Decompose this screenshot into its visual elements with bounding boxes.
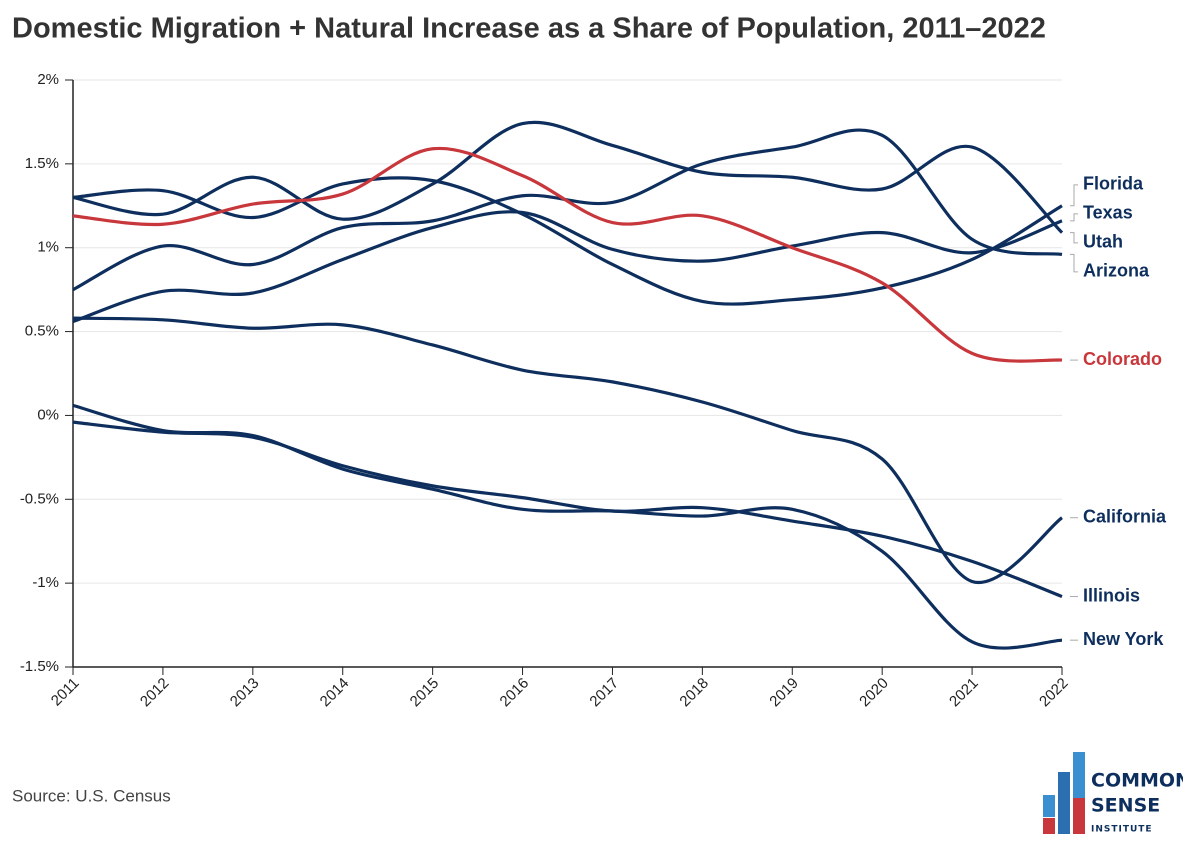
chart-title: Domestic Migration + Natural Increase as… — [12, 13, 1046, 45]
x-tick-label: 2021 — [946, 675, 982, 711]
logo-icon — [1043, 752, 1085, 834]
logo-bar — [1058, 772, 1070, 834]
y-tick-label: -1.5% — [20, 658, 59, 675]
x-tick-label: 2018 — [676, 675, 712, 711]
legend-label: Arizona — [1083, 261, 1150, 281]
x-tick-label: 2013 — [227, 675, 263, 711]
x-tick-label: 2016 — [497, 675, 533, 711]
y-tick-label: 0% — [37, 406, 59, 423]
logo-bar — [1073, 798, 1085, 834]
legend-label: California — [1083, 506, 1167, 526]
x-tick-label: 2015 — [407, 675, 443, 711]
x-tick-label: 2011 — [48, 675, 83, 710]
x-tick-label: 2022 — [1036, 675, 1072, 711]
legend-label: Texas — [1083, 203, 1133, 223]
logo-bar — [1043, 818, 1055, 834]
y-tick-label: 1.5% — [25, 155, 59, 172]
logo-text: INSTITUTE — [1091, 825, 1153, 835]
logo-text: SENSE — [1091, 795, 1160, 817]
x-tick-label: 2017 — [586, 675, 622, 711]
legend-label: Utah — [1083, 232, 1123, 252]
series-line — [72, 120, 1064, 234]
y-tick-label: 0.5% — [25, 323, 59, 340]
series-line — [72, 128, 1063, 292]
series-line — [72, 316, 1063, 585]
legend-label: New York — [1083, 629, 1164, 649]
legend-label: Illinois — [1083, 585, 1140, 605]
series-line — [72, 146, 1063, 363]
x-tick-label: 2019 — [766, 675, 802, 711]
label-connector — [1070, 184, 1078, 207]
logo-bar — [1043, 795, 1055, 817]
x-tick-label: 2014 — [317, 675, 353, 711]
x-tick-label: 2012 — [137, 675, 173, 711]
logo-text: COMMON — [1091, 770, 1183, 792]
series-line — [72, 420, 1063, 599]
y-tick-label: -0.5% — [20, 490, 59, 507]
series-line — [72, 403, 1063, 650]
source: Source: U.S. Census — [12, 786, 171, 805]
x-tick-label: 2020 — [856, 675, 892, 711]
y-tick-label: 1% — [37, 239, 59, 256]
series-line — [72, 176, 1063, 306]
legend-label: Florida — [1083, 174, 1144, 194]
label-connector — [1070, 232, 1078, 244]
y-tick-label: -1% — [32, 574, 59, 591]
label-connector — [1070, 253, 1078, 273]
legend-label: Colorado — [1083, 349, 1162, 369]
y-tick-label: 2% — [37, 71, 59, 88]
series-line — [72, 210, 1063, 324]
label-connector — [1070, 213, 1078, 222]
